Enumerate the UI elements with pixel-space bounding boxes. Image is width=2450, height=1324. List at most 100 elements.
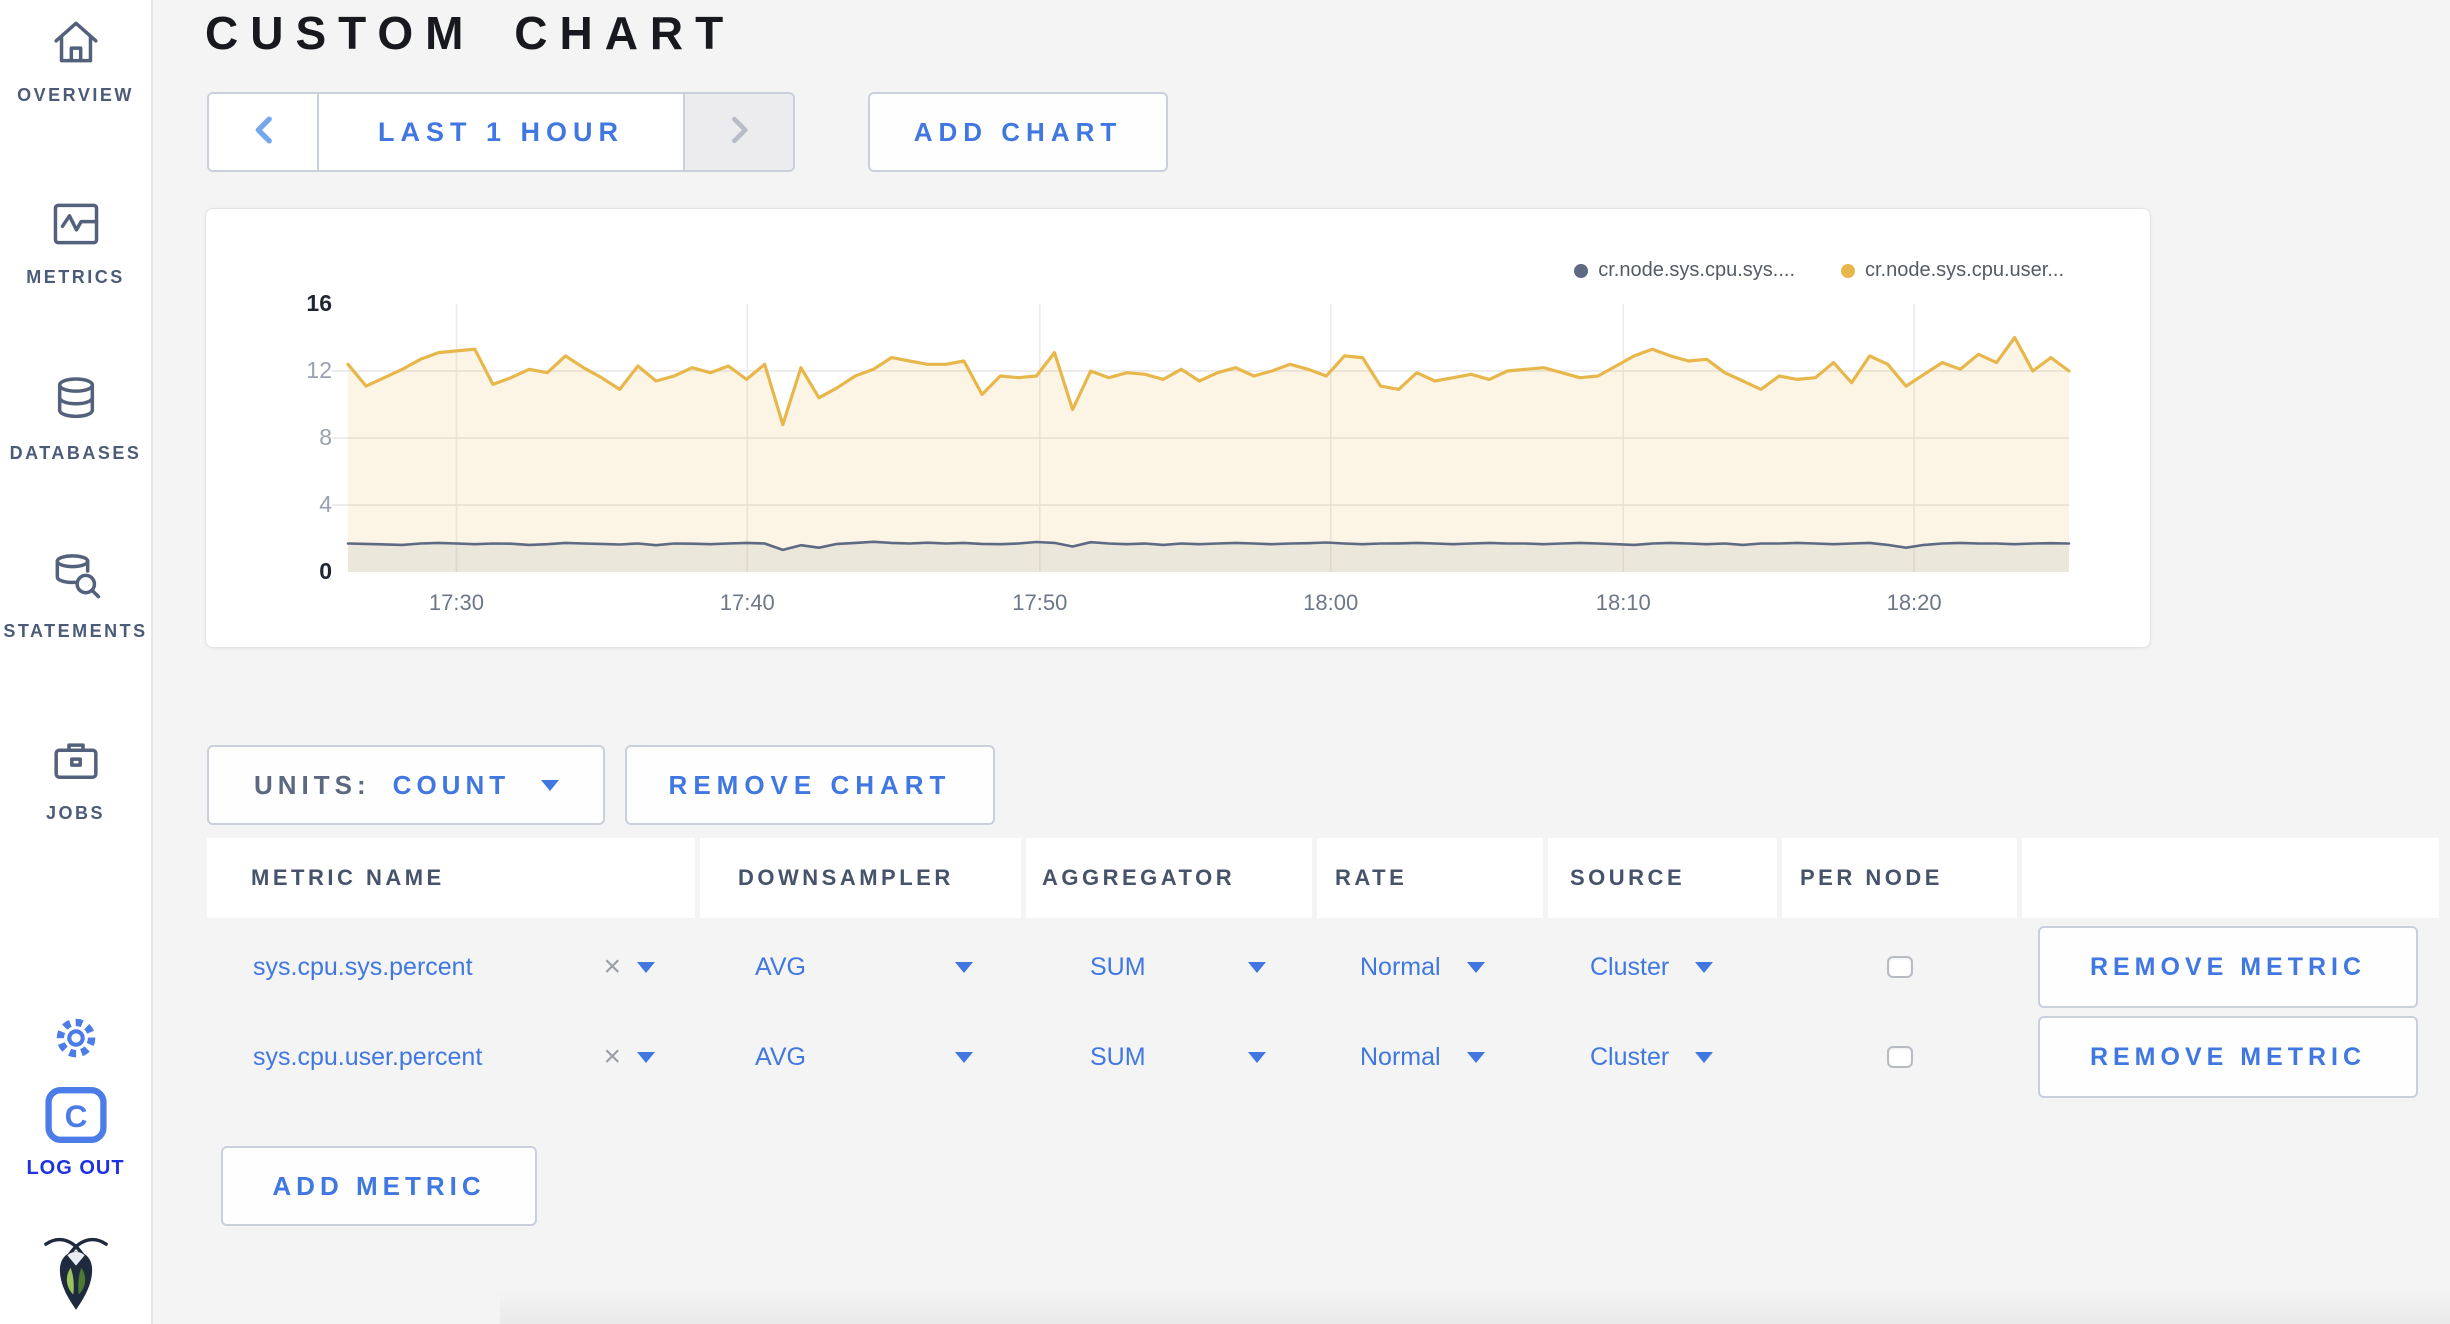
aggregator-value[interactable]: SUM xyxy=(1090,1042,1146,1071)
sidebar-item-databases[interactable]: DATABASES xyxy=(0,372,151,464)
aggregator-dropdown-caret[interactable] xyxy=(1248,961,1266,973)
column-header-aggregator: AGGREGATOR xyxy=(1026,838,1312,918)
source-cell: Cluster xyxy=(1548,1012,1777,1102)
time-range-selector: LAST 1 HOUR xyxy=(207,92,795,172)
sidebar-item-label: STATEMENTS xyxy=(3,621,148,641)
y-axis-tick: 8 xyxy=(319,424,332,450)
sidebar-item-jobs[interactable]: JOBS xyxy=(0,732,151,824)
aggregator-cell: SUM xyxy=(1026,922,1312,1012)
legend-dot xyxy=(1841,263,1855,278)
source-dropdown-caret[interactable] xyxy=(1695,1051,1714,1063)
metric-name-cell: sys.cpu.sys.percent × xyxy=(207,922,695,1012)
downsampler-dropdown-caret[interactable] xyxy=(955,1051,973,1063)
y-axis-tick: 12 xyxy=(306,357,332,383)
clear-metric-button[interactable]: × xyxy=(603,950,621,983)
x-axis-tick: 17:30 xyxy=(428,590,484,615)
metrics-icon xyxy=(0,196,151,257)
sidebar-item-overview[interactable]: OVERVIEW xyxy=(0,14,151,106)
metric-row: sys.cpu.user.percent × AVG SUM Normal Cluster… xyxy=(207,1012,2439,1102)
sidebar-item-label: DATABASES xyxy=(9,443,142,463)
cockroach-logo xyxy=(0,1228,151,1319)
downsampler-value[interactable]: AVG xyxy=(755,1042,806,1071)
source-value[interactable]: Cluster xyxy=(1590,1042,1670,1071)
metric-row: sys.cpu.sys.percent × AVG SUM Normal Cluster R… xyxy=(207,922,2439,1012)
chart-controls-row: UNITS: COUNT REMOVE CHART xyxy=(207,745,995,825)
rate-dropdown-caret[interactable] xyxy=(1466,961,1485,973)
downsampler-cell: AVG xyxy=(700,922,1021,1012)
metric-name-link[interactable]: sys.cpu.user.percent xyxy=(253,1042,483,1071)
y-axis-tick: 0 xyxy=(319,558,332,584)
y-axis-tick: 4 xyxy=(319,491,332,517)
column-header-per-node: PER NODE xyxy=(1782,838,2017,918)
time-range-next-button[interactable] xyxy=(683,94,793,170)
rate-value[interactable]: Normal xyxy=(1360,952,1441,981)
aggregator-value[interactable]: SUM xyxy=(1090,952,1146,981)
metrics-table-header: METRIC NAME DOWNSAMPLER AGGREGATOR RATE SOUR… xyxy=(207,838,2439,918)
y-axis-tick: 16 xyxy=(306,290,332,316)
downsampler-cell: AVG xyxy=(700,1012,1021,1102)
metric-name-link[interactable]: sys.cpu.sys.percent xyxy=(253,952,473,981)
legend-series-name: cr.node.sys.cpu.sys.... xyxy=(1598,259,1795,281)
x-axis-tick: 17:50 xyxy=(1012,590,1068,615)
remove-chart-button[interactable]: REMOVE CHART xyxy=(625,745,995,825)
x-axis-tick: 18:10 xyxy=(1595,590,1651,615)
per-node-checkbox[interactable] xyxy=(1886,1046,1913,1068)
units-dropdown[interactable]: UNITS: COUNT xyxy=(207,745,605,825)
sidebar-item-label: JOBS xyxy=(45,803,106,823)
clear-metric-button[interactable]: × xyxy=(603,1040,621,1073)
time-range-prev-button[interactable] xyxy=(209,94,319,170)
bottom-shade xyxy=(500,1290,2450,1324)
chart-legend: cr.node.sys.cpu.sys.... cr.node.sys.cpu.u… xyxy=(1574,259,2064,282)
home-icon xyxy=(0,14,151,75)
sidebar-item-statements[interactable]: STATEMENTS xyxy=(0,550,151,642)
aggregator-cell: SUM xyxy=(1026,1012,1312,1102)
x-axis-tick: 18:00 xyxy=(1303,590,1359,615)
add-chart-button[interactable]: ADD CHART xyxy=(868,92,1168,172)
database-icon xyxy=(0,372,151,433)
rate-cell: Normal xyxy=(1317,922,1543,1012)
legend-entry[interactable]: cr.node.sys.cpu.user... xyxy=(1841,259,2064,282)
downsampler-dropdown-caret[interactable] xyxy=(955,961,973,973)
logout-label: LOG OUT xyxy=(26,1157,125,1179)
per-node-cell xyxy=(1782,922,2017,1012)
settings-button[interactable] xyxy=(0,1012,151,1069)
source-dropdown-caret[interactable] xyxy=(1695,961,1714,973)
downsampler-value[interactable]: AVG xyxy=(755,952,806,981)
metric-dropdown-caret[interactable] xyxy=(637,961,655,973)
column-header-actions xyxy=(2022,838,2439,918)
logout-button[interactable]: C LOG OUT xyxy=(0,1086,151,1180)
aggregator-dropdown-caret[interactable] xyxy=(1248,1051,1266,1063)
rate-dropdown-caret[interactable] xyxy=(1466,1051,1485,1063)
legend-series-name: cr.node.sys.cpu.user... xyxy=(1865,259,2064,281)
sidebar-item-label: METRICS xyxy=(26,267,125,287)
page-title: CUSTOM CHART xyxy=(205,7,736,59)
statements-icon xyxy=(0,550,151,611)
x-axis-tick: 17:40 xyxy=(719,590,775,615)
rate-value[interactable]: Normal xyxy=(1360,1042,1441,1071)
units-value: COUNT xyxy=(392,769,511,800)
actions-cell: REMOVE METRIC xyxy=(2022,1012,2439,1102)
remove-metric-button[interactable]: REMOVE METRIC xyxy=(2038,1016,2418,1098)
jobs-icon xyxy=(0,732,151,793)
rate-cell: Normal xyxy=(1317,1012,1543,1102)
time-range-value[interactable]: LAST 1 HOUR xyxy=(319,94,683,170)
x-axis-tick: 18:20 xyxy=(1886,590,1942,615)
source-cell: Cluster xyxy=(1548,922,1777,1012)
column-header-downsampler: DOWNSAMPLER xyxy=(700,838,1021,918)
metric-dropdown-caret[interactable] xyxy=(637,1051,655,1063)
chart-plot-area[interactable] xyxy=(332,304,2071,572)
sidebar-item-metrics[interactable]: METRICS xyxy=(0,196,151,288)
cockroach-bug-icon xyxy=(0,1228,151,1319)
column-header-rate: RATE xyxy=(1317,838,1543,918)
column-header-metric-name: METRIC NAME xyxy=(207,838,695,918)
chart-card: cr.node.sys.cpu.sys.... cr.node.sys.cpu.u… xyxy=(205,208,2151,648)
per-node-checkbox[interactable] xyxy=(1886,956,1913,978)
column-header-source: SOURCE xyxy=(1548,838,1777,918)
add-metric-button[interactable]: ADD METRIC xyxy=(221,1146,537,1226)
sidebar-item-label: OVERVIEW xyxy=(17,85,134,105)
source-value[interactable]: Cluster xyxy=(1590,952,1670,981)
chevron-down-icon xyxy=(541,779,559,791)
legend-entry[interactable]: cr.node.sys.cpu.sys.... xyxy=(1574,259,1795,282)
remove-metric-button[interactable]: REMOVE METRIC xyxy=(2038,926,2418,1008)
metric-name-cell: sys.cpu.user.percent × xyxy=(207,1012,695,1102)
